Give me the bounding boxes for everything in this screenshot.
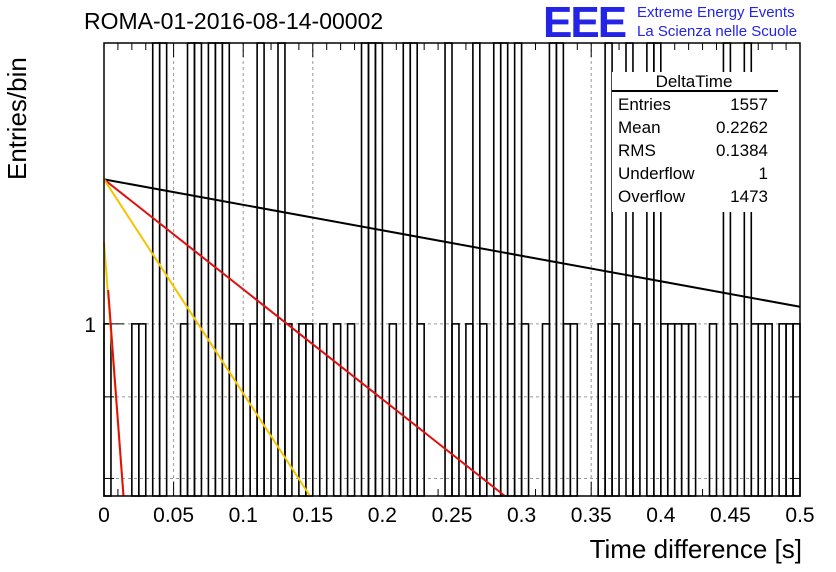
histogram-bin-58 — [506, 323, 516, 497]
histogram-bin-13 — [193, 42, 203, 497]
x-tick-labels: 0 0.05 0.1 0.15 0.2 0.25 0.3 0.35 0.4 0.45 0.5 — [98, 504, 814, 527]
histogram-bin-0 — [103, 323, 112, 497]
histogram-bin-22 — [256, 42, 265, 497]
stats-box-background — [612, 72, 778, 212]
histogram-bin-19 — [235, 323, 245, 497]
plot-frame — [103, 42, 801, 497]
histogram-bin-11 — [179, 323, 189, 497]
fit-lines — [103, 178, 801, 497]
x-tick-label-9: 0.45 — [710, 504, 751, 527]
histogram-bin-98 — [785, 323, 794, 497]
histogram-bin-25 — [277, 42, 286, 497]
x-tick-label-2: 0.1 — [229, 504, 258, 527]
histogram-bin-35 — [346, 323, 356, 497]
histogram-bin-56 — [492, 42, 502, 497]
histogram-bin-44 — [409, 42, 418, 497]
x-tick-label-6: 0.3 — [507, 504, 536, 527]
histogram-bin-15 — [207, 42, 217, 497]
histogram-bin-60 — [520, 323, 530, 497]
histogram-bin-54 — [479, 323, 488, 497]
histogram-bin-49 — [444, 42, 453, 497]
histogram-bin-57 — [499, 42, 509, 497]
histogram-bin-29 — [305, 323, 314, 497]
histogram-bin-43 — [402, 42, 412, 497]
histogram-bin-63 — [541, 323, 551, 497]
logo-subtitle-line2: La Scienza nelle Scuole — [637, 23, 798, 40]
histogram-bin-26 — [284, 323, 293, 497]
histogram-bin-82 — [673, 323, 683, 497]
x-tick-label-5: 0.25 — [432, 504, 473, 527]
histogram-bin-76 — [632, 323, 641, 497]
x-axis-label: Time difference [s] — [589, 534, 802, 564]
histogram-bin-65 — [555, 42, 565, 497]
histogram-bin-4 — [131, 323, 140, 497]
histogram-bin-94 — [757, 323, 766, 497]
x-tick-label-0: 0 — [98, 504, 110, 527]
stat-label-underflow: Underflow — [618, 164, 695, 183]
histogram-bin-12 — [186, 42, 196, 497]
x-tick-label-10: 0.5 — [785, 504, 814, 527]
histogram-bin-95 — [764, 323, 773, 497]
histogram-bin-17 — [221, 42, 231, 497]
x-tick-label-8: 0.4 — [646, 504, 676, 527]
y-tick-labels: 1 — [84, 314, 96, 337]
stat-value-entries: 1557 — [730, 95, 768, 114]
histogram-bin-67 — [569, 323, 579, 497]
histogram-bin-45 — [416, 323, 425, 497]
histogram-bin-87 — [708, 323, 718, 497]
fit-line-0 — [103, 178, 801, 308]
histogram-bin-38 — [367, 42, 377, 497]
histogram-bin-97 — [778, 323, 787, 497]
x-tick-label-3: 0.15 — [292, 504, 333, 527]
histogram-bin-83 — [680, 323, 690, 497]
histogram-bin-64 — [548, 42, 558, 497]
histogram-bin-5 — [138, 323, 147, 497]
histogram-bin-81 — [666, 323, 676, 497]
histogram-bin-23 — [263, 323, 272, 497]
fit-line-2 — [103, 178, 311, 497]
histogram-bin-59 — [513, 42, 523, 497]
stat-label-overflow: Overflow — [618, 187, 686, 206]
histogram-bin-28 — [298, 323, 307, 497]
fit-line-4 — [107, 290, 125, 497]
histogram-bin-33 — [332, 323, 342, 497]
stats-box: DeltaTime Entries 1557 Mean 0.2262 RMS 0.1384 U… — [612, 72, 778, 212]
histogram-bin-53 — [472, 42, 481, 497]
histogram-bin-39 — [374, 42, 384, 497]
histogram-bin-72 — [604, 42, 613, 497]
x-tick-label-1: 0.05 — [153, 504, 194, 527]
histogram-bin-90 — [729, 323, 739, 497]
stat-label-rms: RMS — [618, 141, 656, 160]
stat-value-rms: 0.1384 — [716, 141, 768, 160]
fit-line-1 — [103, 178, 506, 497]
histogram-bin-66 — [562, 323, 572, 497]
logo-subtitle-line1: Extreme Energy Events — [637, 4, 795, 21]
histogram-bin-71 — [597, 323, 606, 497]
histogram-bin-80 — [659, 323, 669, 497]
x-tick-label-4: 0.2 — [368, 504, 397, 527]
stat-label-entries: Entries — [618, 95, 671, 114]
stats-box-title: DeltaTime — [656, 72, 733, 91]
histogram-bin-84 — [687, 323, 697, 497]
histogram-bin-93 — [750, 323, 760, 497]
histogram-bin-18 — [228, 323, 238, 497]
y-tick-label-0: 1 — [84, 314, 96, 337]
stat-label-mean: Mean — [618, 118, 661, 137]
histogram-bin-7 — [151, 42, 161, 497]
eee-logo: EEE — [543, 0, 627, 47]
x-tick-label-7: 0.35 — [571, 504, 612, 527]
stat-value-underflow: 1 — [759, 164, 768, 183]
histogram-bin-50 — [451, 323, 460, 497]
stat-value-mean: 0.2262 — [716, 118, 768, 137]
chart-title: ROMA-01-2016-08-14-00002 — [84, 8, 384, 34]
histogram-bin-37 — [360, 42, 370, 497]
histogram-bin-99 — [792, 323, 801, 497]
histogram-bin-73 — [611, 323, 620, 497]
stat-value-overflow: 1473 — [730, 187, 768, 206]
